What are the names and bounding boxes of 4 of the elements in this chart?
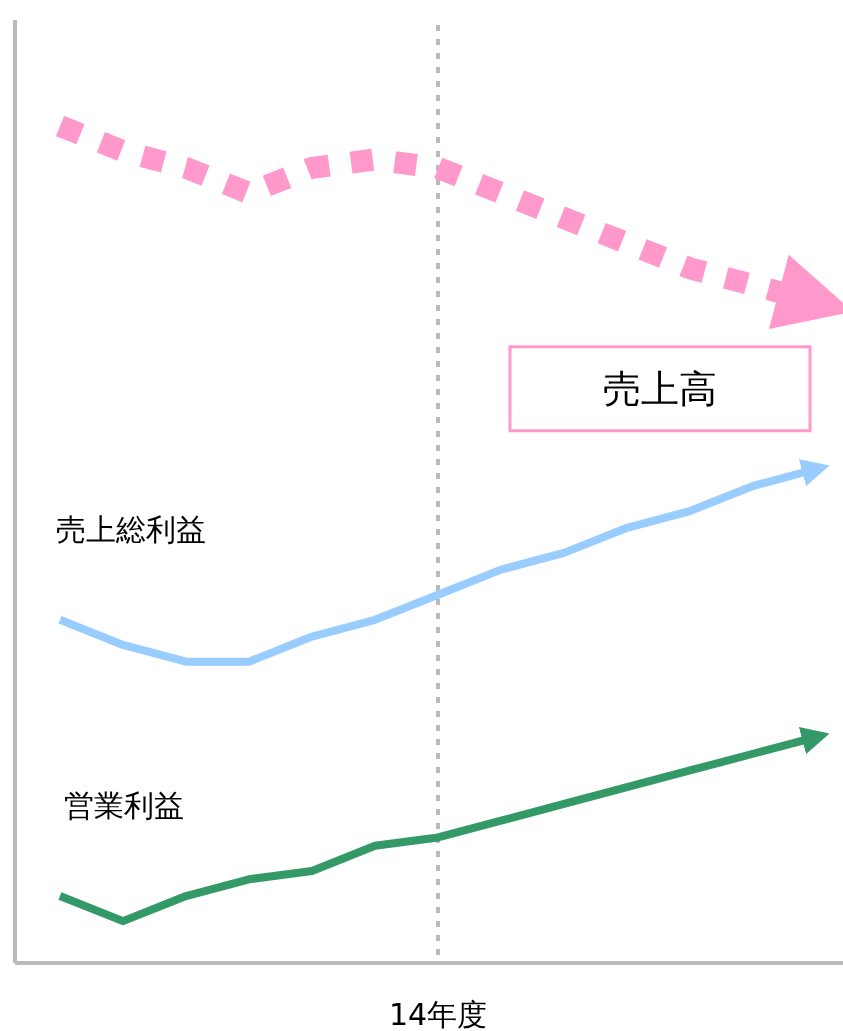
text: 売上高	[603, 366, 717, 411]
text: 売上総利益	[56, 511, 206, 547]
text: 営業利益	[64, 788, 184, 824]
x-axis-title: 14年度	[388, 997, 488, 1031]
